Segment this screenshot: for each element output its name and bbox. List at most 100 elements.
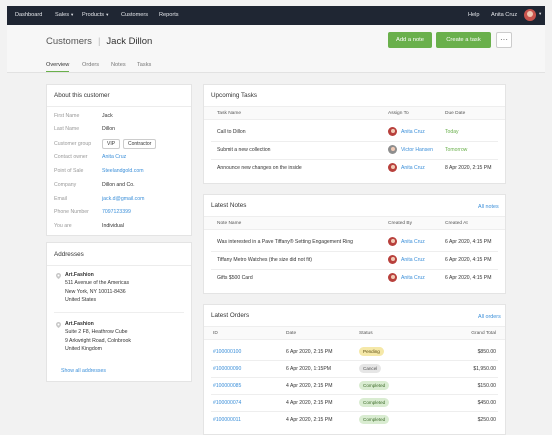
nav-dashboard[interactable]: Dashboard: [15, 12, 43, 18]
divider: [211, 394, 498, 395]
address-name: Art.Fashion: [65, 272, 94, 278]
column-header: Date: [286, 331, 297, 336]
last-name-value: Dillon: [102, 126, 115, 132]
address-line: 511 Avenue of the Americas: [65, 280, 130, 287]
tab-overview[interactable]: Overview: [46, 62, 70, 72]
avatar: [388, 273, 397, 282]
column-header: Task Name: [217, 111, 241, 116]
group-tag-vip[interactable]: VIP: [102, 139, 121, 149]
nav-user-name[interactable]: Anita Cruz: [491, 12, 518, 18]
column-header: Due Date: [445, 111, 466, 116]
tab-tasks[interactable]: Tasks: [137, 62, 152, 68]
tab-notes[interactable]: Notes: [111, 62, 126, 68]
order-date: 4 Apr 2020, 2:15 PM: [286, 400, 333, 406]
task-name: Announce new changes on the inside: [217, 165, 302, 171]
divider: [211, 141, 498, 142]
contact-owner-label: Contact owner: [54, 154, 88, 160]
chevron-down-icon[interactable]: ▾: [539, 11, 542, 16]
top-navigation-bar: Dashboard Sales ▾ Products ▾ Customers Rep…: [7, 6, 545, 25]
order-id-link[interactable]: #100000074: [213, 400, 242, 406]
address-line: United Kingdom: [65, 346, 102, 353]
email-link[interactable]: jack.d@gmail.com: [102, 196, 145, 202]
create-task-button[interactable]: Create a task: [436, 32, 491, 48]
order-id-link[interactable]: #100000085: [213, 383, 242, 389]
tab-orders[interactable]: Orders: [82, 62, 100, 68]
avatar: [388, 255, 397, 264]
divider: [211, 411, 498, 412]
show-all-addresses-link[interactable]: Show all addresses: [61, 368, 106, 374]
order-id-link[interactable]: #100000011: [213, 417, 241, 423]
divider: [211, 377, 498, 378]
divider: [47, 265, 191, 266]
address-line: New York, NY 10011-8436: [65, 288, 126, 295]
nav-sales-label: Sales: [55, 12, 69, 18]
order-date: 4 Apr 2020, 2:15 PM: [286, 383, 333, 389]
avatar: [388, 237, 397, 246]
status-badge: Completed: [359, 398, 390, 407]
all-orders-link[interactable]: All orders: [478, 314, 501, 320]
order-id-link[interactable]: #100000100: [213, 349, 242, 355]
breadcrumb-customers[interactable]: Customers: [46, 36, 92, 47]
nav-products-label: Products: [82, 12, 105, 18]
email-label: Email: [54, 196, 67, 202]
nav-sales[interactable]: Sales ▾: [55, 12, 73, 18]
phone-label: Phone Number: [54, 209, 89, 215]
map-pin-icon: [56, 273, 61, 279]
last-name-label: Last Name: [54, 126, 80, 132]
nav-customers[interactable]: Customers: [121, 12, 149, 18]
note-name: Was interested in a Pave Tiffany® Settin…: [217, 239, 353, 245]
order-id-link[interactable]: #100000090: [213, 366, 242, 372]
nav-reports[interactable]: Reports: [159, 12, 179, 18]
card-title: Addresses: [54, 251, 84, 258]
add-note-button[interactable]: Add a note: [388, 32, 432, 48]
company-value: Dillon and Co.: [102, 182, 135, 188]
user-avatar[interactable]: [524, 9, 536, 21]
table-header: [204, 216, 505, 230]
order-total: $250.00: [477, 417, 496, 423]
created-at: 6 Apr 2020, 4:15 PM: [445, 275, 492, 281]
order-total: $1,950.00: [473, 366, 496, 372]
note-name: Tiffany Metro Watches (the size did not …: [217, 257, 312, 263]
you-are-value: Individual: [102, 223, 124, 229]
address-line: United States: [65, 297, 97, 304]
status-badge: Completed: [359, 415, 390, 424]
card-title: Latest Orders: [211, 312, 250, 319]
contact-owner-link[interactable]: Anita Cruz: [102, 154, 127, 160]
you-are-label: You are: [54, 223, 72, 229]
phone-link[interactable]: 7097123399: [102, 209, 131, 215]
assignee-link[interactable]: Anita Cruz: [401, 129, 425, 135]
divider: [47, 106, 191, 107]
nav-help[interactable]: Help: [468, 12, 480, 18]
order-date: 6 Apr 2020, 2:15 PM: [286, 349, 333, 355]
more-options-button[interactable]: ···: [496, 32, 512, 48]
author-link[interactable]: Anita Cruz: [401, 275, 425, 281]
map-pin-icon: [56, 322, 61, 328]
column-header: Created By: [388, 221, 412, 226]
status-badge: Pending: [359, 347, 384, 356]
divider: [54, 312, 184, 313]
note-name: Gifts $500 Card: [217, 275, 253, 281]
nav-products[interactable]: Products ▾: [82, 12, 108, 18]
column-header: Grand Total: [471, 331, 496, 336]
assignee-link[interactable]: Victor Hansen: [401, 147, 433, 153]
latest-orders-card: Latest Orders All orders ID Date Status …: [203, 304, 506, 435]
address-block: Art.Fashion Suite 2 F8, Heathrow Cube 9 …: [65, 320, 131, 354]
assignee-link[interactable]: Anita Cruz: [401, 165, 425, 171]
column-header: ID: [213, 331, 218, 336]
due-date: Today: [445, 129, 459, 135]
group-tag-contractor[interactable]: Contractor: [123, 139, 157, 149]
point-of-sale-link[interactable]: Steelandgold.com: [102, 168, 144, 174]
address-block: Art.Fashion 511 Avenue of the Americas N…: [65, 271, 129, 305]
first-name-value: Jack: [102, 113, 113, 119]
address-line: 9 Arkwright Road, Colnbrook: [65, 337, 132, 344]
author-link[interactable]: Anita Cruz: [401, 239, 425, 245]
chevron-down-icon: ▾: [106, 12, 109, 17]
task-name: Submit a new collection: [217, 147, 271, 153]
card-title: Latest Notes: [211, 202, 247, 209]
customer-group-label: Customer group: [54, 141, 92, 147]
due-date: Tomorrow: [445, 147, 468, 153]
author-link[interactable]: Anita Cruz: [401, 257, 425, 263]
all-notes-link[interactable]: All notes: [478, 204, 499, 210]
card-title: Upcoming Tasks: [211, 92, 258, 99]
created-at: 6 Apr 2020, 4:15 PM: [445, 257, 492, 263]
